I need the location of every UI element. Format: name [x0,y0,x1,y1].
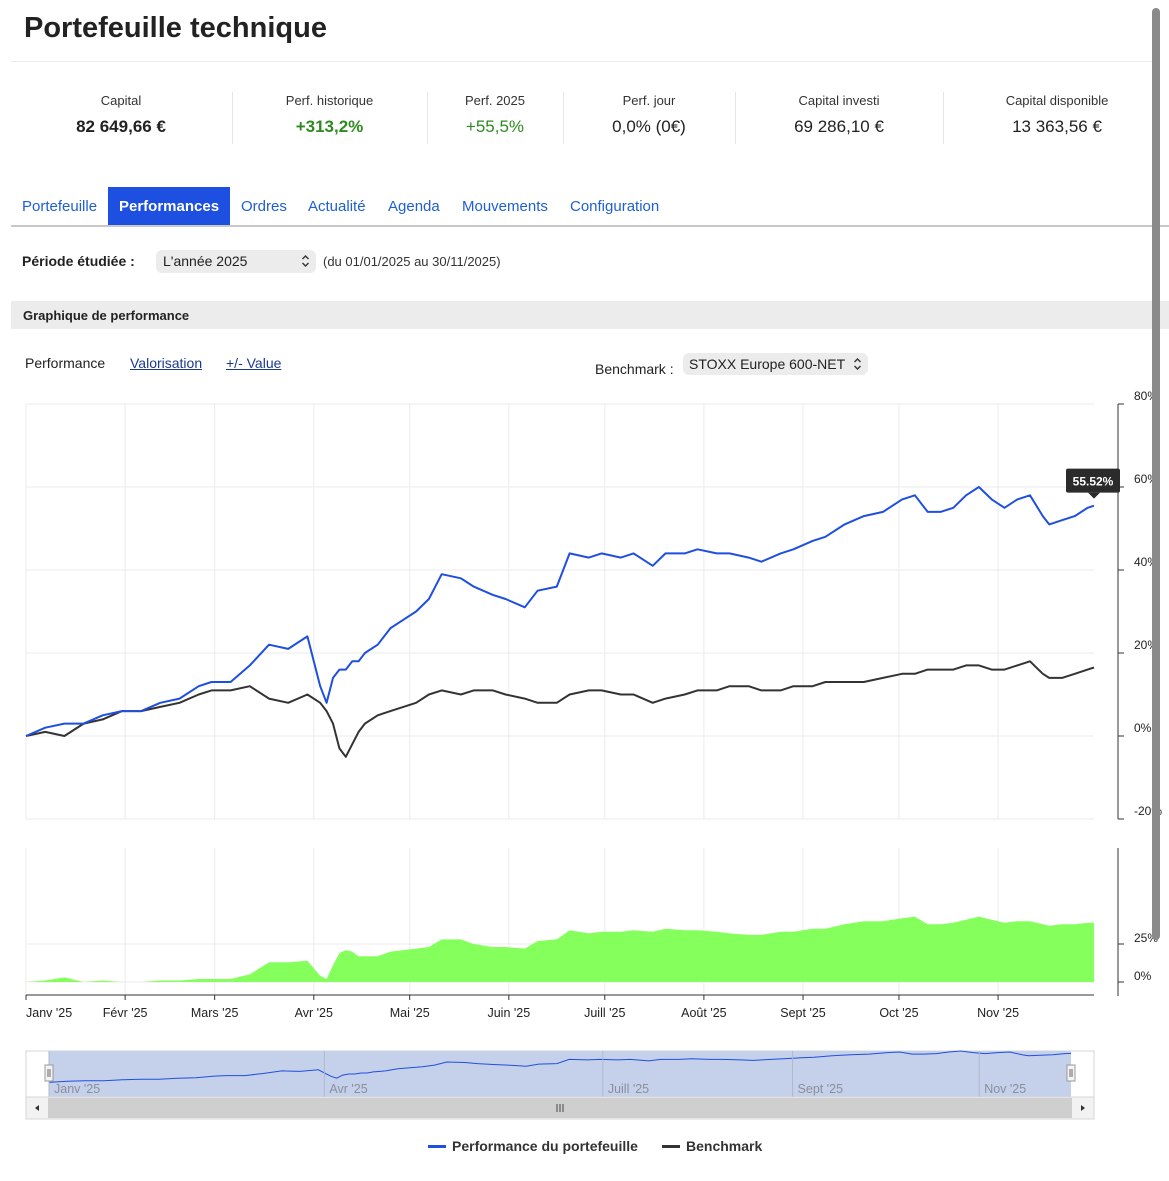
stat-divider [735,92,736,144]
tooltip-box [1066,468,1120,493]
chart-lines [25,486,1095,758]
stat-label: Capital [100,93,142,108]
stat-value: +55,5% [465,117,525,136]
tab-mouvements[interactable]: Mouvements [462,198,548,215]
tab-actualite[interactable]: Actualité [308,198,366,215]
section-title: Graphique de performance [23,308,190,323]
stat-value: 69 286,10 € [794,117,884,136]
stat-label: Capital investi [798,93,880,108]
diff-axis-tick-label: 0% [1134,969,1152,983]
tooltip-pointer [1088,492,1100,499]
legend-swatch [428,1144,446,1148]
stat-label: Perf. historique [285,93,374,108]
summary-stats: Capital 82 649,66 € Perf. historique +31… [10,86,1160,148]
x-axis-tick-label: Sept '25 [780,1006,826,1020]
navigator-label: Sept '25 [798,1082,844,1096]
period-select-value: L'année 2025 [163,253,248,269]
x-axis-tick-label: Avr '25 [295,1006,333,1020]
tab-ordres[interactable]: Ordres [241,198,287,215]
navigator-selection [49,1051,1071,1097]
x-axis-tick-label: Janv '25 [26,1006,72,1020]
legend-item-portfolio[interactable]: Performance du portefeuille [428,1138,638,1154]
page-title: Portefeuille technique [24,12,327,44]
stat-value: +313,2% [295,117,364,136]
period-range: (du 01/01/2025 au 30/11/2025) [323,254,501,269]
stat-divider [232,92,233,144]
mode-valorisation-link[interactable]: Valorisation [130,355,203,371]
stat-perf-2025: Perf. 2025 +55,5% [427,86,563,148]
chart-legend: Performance du portefeuille Benchmark [0,1138,1169,1162]
y-axis-tick-label: 0% [1134,721,1152,735]
stat-divider [943,92,944,144]
mode-plus-value-link[interactable]: +/- Value [226,355,282,371]
tooltip-value: 55.52% [1073,475,1114,489]
stat-divider [563,92,564,144]
navigator-label: Avr '25 [329,1082,367,1096]
stat-capital-investi: Capital investi 69 286,10 € [735,86,943,148]
stat-value: 13 363,56 € [1012,117,1102,136]
section-header: Graphique de performance [11,301,1169,329]
portfolio-line [25,486,1095,737]
stat-divider [427,92,428,144]
stat-value: 82 649,66 € [76,117,166,136]
stat-capital-disponible: Capital disponible 13 363,56 € [943,86,1169,148]
updown-arrows-icon [854,358,861,370]
navigator-label: Nov '25 [984,1082,1026,1096]
tab-agenda[interactable]: Agenda [388,198,440,215]
stat-perf-jour: Perf. jour 0,0% (0€) [563,86,735,148]
stat-label: Perf. 2025 [465,93,525,108]
legend-item-benchmark[interactable]: Benchmark [662,1138,762,1154]
x-axis-tick-label: Août '25 [681,1006,727,1020]
stat-value: 0,0% (0€) [612,117,686,136]
navigator-left-handle[interactable] [44,1064,54,1082]
legend-label: Benchmark [686,1138,763,1154]
vertical-scrollbar[interactable] [1152,8,1160,940]
x-axis-tick-label: Juin '25 [487,1006,530,1020]
x-axis-tick-label: Juill '25 [584,1006,625,1020]
stat-capital: Capital 82 649,66 € [10,86,232,148]
mode-performance[interactable]: Performance [25,355,106,371]
difference-area [26,916,1094,982]
period-select[interactable]: L'année 2025 [156,250,316,273]
benchmark-line [25,660,1095,758]
x-axis-tick-label: Févr '25 [103,1006,148,1020]
navigator-line [48,1050,1072,1083]
scroll-left-arrow-icon[interactable] [35,1105,39,1111]
scroll-right-arrow-icon[interactable] [1081,1105,1085,1111]
navigator-label: Janv '25 [54,1082,100,1096]
x-axis-tick-label: Mai '25 [390,1006,430,1020]
period-label: Période étudiée : [22,253,135,269]
x-axis-tick-label: Nov '25 [977,1006,1019,1020]
tab-performances[interactable]: Performances [108,187,231,225]
tab-configuration[interactable]: Configuration [570,198,660,215]
navigator-right-handle[interactable] [1066,1064,1076,1082]
x-axis-tick-label: Mars '25 [191,1006,239,1020]
updown-arrows-icon [302,255,309,267]
range-navigator[interactable]: Janv '25 Avr '25 Juill '25 Sept '25 Nov '25 [25,1050,1095,1120]
legend-label: Performance du portefeuille [452,1138,638,1154]
benchmark-select-value: STOXX Europe 600-NET [689,356,846,372]
title-divider [11,61,1158,62]
tab-portefeuille[interactable]: Portefeuille [22,198,98,215]
benchmark-select[interactable]: STOXX Europe 600-NET [683,353,868,375]
stat-perf-historique: Perf. historique +313,2% [232,86,427,148]
stat-label: Capital disponible [1005,93,1109,108]
benchmark-label: Benchmark : [595,361,674,377]
stat-label: Perf. jour [622,93,676,108]
performance-chart[interactable]: 80%60%40%20%0%-20%25%0%Janv '25 Févr '25 M… [0,390,1169,1130]
legend-swatch [662,1144,680,1148]
positive-difference-area [26,916,1094,982]
chart-tooltip: 55.52% [1066,468,1120,499]
tab-bar: Portefeuille Performances Ordres Actuali… [11,187,1169,227]
x-axis-tick-label: Oct '25 [879,1006,918,1020]
navigator-label: Juill '25 [608,1082,649,1096]
